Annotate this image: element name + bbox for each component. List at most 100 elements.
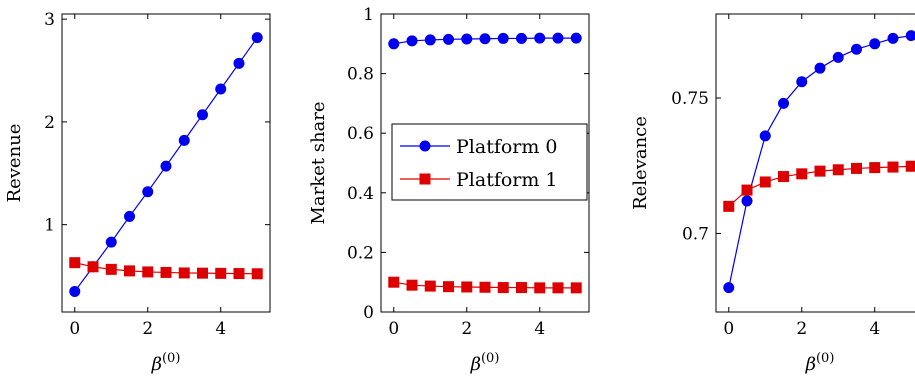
series-platform-1 [69,257,263,280]
data-point [814,165,826,177]
x-tick-label: 4 [534,319,545,339]
data-point [388,276,400,288]
data-point [424,34,436,46]
x-tick-label: 4 [869,319,880,339]
data-point [869,38,881,50]
data-point [534,282,546,294]
plot-frame [715,13,915,313]
data-point [461,33,473,45]
series-platform-1 [388,276,582,294]
legend-box [391,123,588,201]
y-tick-label: 0.75 [671,89,709,109]
data-point [479,281,491,293]
data-point [905,30,915,42]
y-tick-label: 0.7 [682,224,709,244]
data-point [723,282,735,294]
data-point [196,267,208,279]
data-point [388,38,400,50]
data-point [515,282,527,294]
data-point [796,76,808,88]
data-point [69,257,81,269]
data-point [160,160,172,172]
data-point [497,32,509,44]
series-platform-0 [69,32,263,297]
panel-3: 0 2 4 0.7 0.75 β(0) Relevance [630,13,915,375]
panel-1: 0 2 4 1 2 3 β(0) Revenue [4,10,271,375]
data-point [424,280,436,292]
data-point [105,263,117,275]
panel-2: 0 2 4 0 0.2 0.4 0.6 0.8 1 β(0) Market share Platfor… [308,5,590,375]
y-tick-label: 1 [44,216,55,236]
data-point [124,210,136,222]
series-platform-0 [723,30,915,294]
x-tick-label: 2 [461,319,472,339]
legend-marker [419,173,431,185]
data-point [251,32,263,44]
data-point [215,83,227,95]
data-point [832,51,844,63]
plot-frame [380,13,590,313]
legend: Platform 0 Platform 1 [391,123,588,201]
data-point [124,265,136,277]
data-point [515,32,527,44]
data-point [160,266,172,278]
data-point [887,32,899,44]
data-point [759,130,771,142]
data-point [406,279,418,291]
data-point [461,281,473,293]
data-point [69,285,81,297]
data-point [778,97,790,109]
y-axis-label: Revenue [4,124,25,203]
data-point [443,281,455,293]
data-point [850,162,862,174]
data-point [479,33,491,45]
data-point [196,109,208,121]
data-point [552,32,564,44]
data-point [178,134,190,146]
data-point [887,161,899,173]
data-point [142,186,154,198]
x-tick-label: 0 [69,319,80,339]
series-platform-1 [723,160,915,212]
y-tick-label: 3 [44,10,55,30]
x-axis-label: β(0) [805,351,835,375]
x-tick-label: 4 [215,319,226,339]
y-tick-label: 1 [363,5,374,25]
data-point [443,33,455,45]
series-platform-0 [388,32,582,50]
x-tick-label: 0 [723,319,734,339]
x-axis-label: β(0) [151,351,181,375]
data-point [850,43,862,55]
legend-marker [419,140,431,152]
data-point [759,176,771,188]
data-point [178,267,190,279]
x-axis-label: β(0) [470,351,500,375]
data-point [215,267,227,279]
data-point [534,32,546,44]
legend-label: Platform 0 [456,136,558,158]
data-point [406,35,418,47]
y-tick-label: 0.4 [347,184,374,204]
data-point [778,171,790,183]
data-point [105,236,117,248]
x-tick-label: 0 [388,319,399,339]
y-tick-label: 0.6 [347,124,374,144]
data-point [796,168,808,180]
y-tick-label: 0 [363,303,374,323]
data-point [570,32,582,44]
data-point [233,268,245,280]
legend-label: Platform 1 [456,169,558,191]
data-point [814,62,826,74]
data-point [723,200,735,212]
data-point [251,268,263,280]
y-tick-label: 0.2 [347,243,374,263]
data-point [87,261,99,273]
y-axis-label: Market share [308,101,329,224]
data-point [741,195,753,207]
plot-frame [61,13,271,313]
y-tick-label: 0.8 [347,65,374,85]
x-tick-label: 2 [796,319,807,339]
data-point [142,266,154,278]
data-point [552,282,564,294]
